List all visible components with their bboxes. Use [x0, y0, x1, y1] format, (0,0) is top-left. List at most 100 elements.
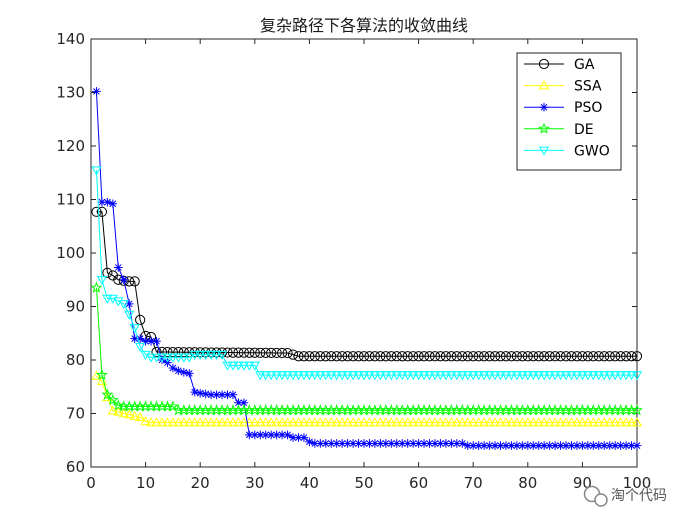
- data-point: [413, 351, 424, 362]
- data-point: [200, 347, 211, 358]
- data-point: [227, 361, 239, 371]
- data-point: [96, 276, 108, 286]
- data-point: [430, 439, 440, 448]
- data-point: [495, 417, 506, 427]
- data-point: [424, 351, 435, 362]
- data-point: [141, 336, 150, 346]
- data-point: [200, 417, 211, 427]
- data-point: [391, 351, 402, 362]
- data-point: [501, 441, 511, 450]
- data-point: [511, 417, 523, 427]
- x-tick-label: 40: [300, 474, 319, 492]
- data-point: [184, 353, 195, 363]
- data-point: [227, 417, 239, 427]
- data-point: [380, 371, 392, 381]
- data-point: [261, 430, 271, 440]
- data-point: [151, 417, 162, 427]
- data-point: [397, 417, 408, 427]
- data-point: [92, 87, 101, 96]
- data-point: [375, 371, 386, 381]
- data-point: [95, 368, 108, 381]
- data-point: [413, 417, 424, 427]
- data-point: [544, 417, 555, 427]
- data-point: [473, 371, 484, 381]
- data-point: [435, 371, 446, 381]
- data-point: [358, 417, 370, 427]
- data-point: [309, 371, 321, 381]
- data-point: [386, 417, 397, 427]
- data-point: [216, 350, 228, 360]
- data-point: [451, 371, 462, 381]
- data-point: [277, 347, 288, 359]
- data-point: [489, 417, 501, 427]
- data-point: [626, 371, 637, 381]
- data-point: [358, 351, 370, 362]
- data-point: [156, 417, 168, 427]
- x-tick-label: 100: [623, 474, 652, 492]
- data-point: [266, 417, 277, 427]
- data-point: [233, 347, 244, 358]
- data-point: [407, 371, 419, 381]
- data-point: [511, 351, 522, 362]
- data-point: [282, 417, 293, 427]
- data-point: [276, 371, 288, 381]
- data-point: [507, 441, 516, 450]
- data-point: [610, 441, 620, 450]
- data-point: [489, 371, 501, 381]
- data-point: [233, 361, 244, 371]
- data-point: [200, 350, 211, 360]
- data-point: [577, 371, 588, 381]
- data-point: [615, 371, 626, 381]
- data-point: [539, 351, 550, 362]
- data-point: [517, 417, 528, 427]
- data-point: [179, 368, 189, 377]
- data-point: [484, 351, 495, 362]
- data-point: [512, 441, 522, 450]
- y-tick-label: 70: [66, 405, 85, 423]
- data-point: [582, 417, 594, 427]
- data-point: [571, 351, 583, 362]
- data-point: [228, 390, 238, 400]
- data-point: [457, 351, 468, 362]
- data-point: [272, 430, 281, 440]
- data-point: [413, 371, 424, 381]
- wechat-icon-bubble: [594, 493, 608, 507]
- data-point: [205, 350, 217, 360]
- data-point: [101, 388, 114, 400]
- data-point: [545, 441, 554, 450]
- data-point: [424, 371, 435, 381]
- data-point: [282, 371, 293, 381]
- chart-title: 复杂路径下各算法的收敛曲线: [260, 16, 468, 35]
- data-point: [560, 417, 572, 427]
- data-point: [167, 417, 179, 427]
- data-point: [222, 347, 233, 358]
- data-point: [342, 371, 353, 381]
- data-point: [402, 371, 413, 381]
- data-point: [511, 371, 523, 381]
- data-point: [320, 371, 331, 381]
- data-point: [173, 353, 184, 363]
- x-tick-label: 70: [464, 474, 483, 492]
- data-point: [238, 347, 249, 358]
- data-point: [184, 417, 195, 427]
- data-point: [495, 371, 506, 381]
- data-point: [534, 441, 544, 450]
- data-point: [119, 275, 129, 285]
- data-point: [293, 351, 304, 362]
- data-point: [376, 439, 385, 448]
- data-point: [616, 441, 625, 450]
- data-point: [353, 371, 364, 381]
- data-point: [245, 430, 254, 440]
- data-point: [233, 417, 244, 427]
- data-point: [500, 371, 512, 381]
- legend-item-de: DE: [524, 122, 594, 138]
- data-point: [184, 369, 194, 378]
- data-point: [332, 439, 341, 448]
- data-point: [533, 417, 544, 427]
- data-point: [103, 197, 112, 207]
- y-tick-label: 140: [56, 30, 85, 48]
- data-point: [118, 408, 129, 418]
- data-point: [593, 351, 604, 362]
- data-point: [96, 376, 108, 386]
- data-point: [528, 441, 538, 450]
